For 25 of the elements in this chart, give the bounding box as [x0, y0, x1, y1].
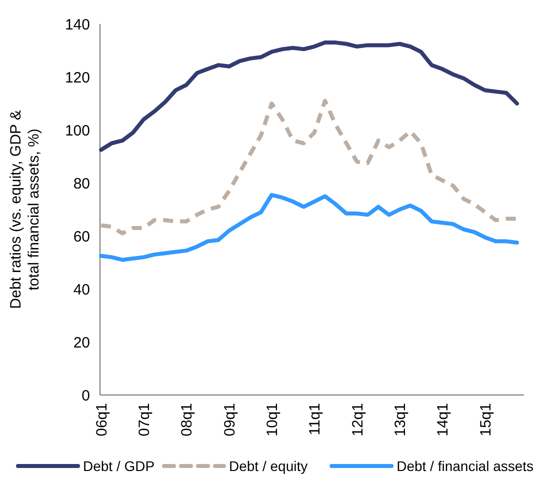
x-tick-label: 11q1	[306, 403, 324, 436]
line-series	[99, 98, 519, 236]
y-tick-label: 100	[64, 122, 90, 140]
y-tick-label: 20	[73, 334, 90, 352]
y-tick-label: 80	[73, 175, 90, 192]
y-tick-label: 40	[73, 281, 90, 298]
y-tick-label: 140	[64, 16, 90, 34]
x-tick-label: 14q1	[434, 403, 452, 436]
y-tick-label: 120	[64, 69, 90, 86]
y-tick-label: 0	[82, 387, 90, 404]
x-tick-label: 09q1	[221, 403, 238, 436]
line-series	[99, 192, 519, 262]
y-tick-label: 60	[73, 228, 90, 246]
x-tick-label: 07q1	[136, 403, 153, 436]
y-axis-title: Debt ratios (vs. equity, GDP & total financial assets, %)	[8, 110, 42, 309]
legend-label: Debt / GDP	[83, 458, 155, 474]
x-tick-label: 06q1	[93, 403, 110, 436]
legend-label: Debt / equity	[229, 458, 308, 474]
legend-label: Debt / financial assets	[396, 458, 534, 474]
x-tick-label: 12q1	[349, 403, 366, 436]
x-tick-label: 10q1	[264, 403, 281, 436]
x-tick-label: 15q1	[477, 403, 494, 436]
line-series	[99, 40, 519, 152]
x-tick-label: 13q1	[392, 403, 409, 436]
x-tick-label: 08q1	[178, 403, 196, 436]
